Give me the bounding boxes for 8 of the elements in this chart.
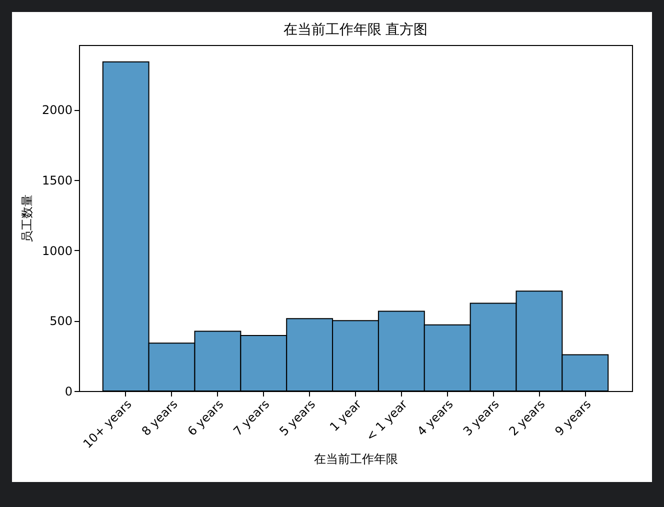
y-tick-label: 0 xyxy=(64,384,72,398)
y-tick-label: 1000 xyxy=(42,244,72,258)
y-tick-label: 1500 xyxy=(42,174,72,188)
x-axis-title: 在当前工作年限 xyxy=(314,452,398,466)
y-tick-label: 500 xyxy=(50,314,72,328)
y-tick-label: 2000 xyxy=(42,103,72,118)
y-axis-title: 员工数量 xyxy=(20,194,34,242)
chart-title: 在当前工作年限 直方图 xyxy=(283,22,428,38)
